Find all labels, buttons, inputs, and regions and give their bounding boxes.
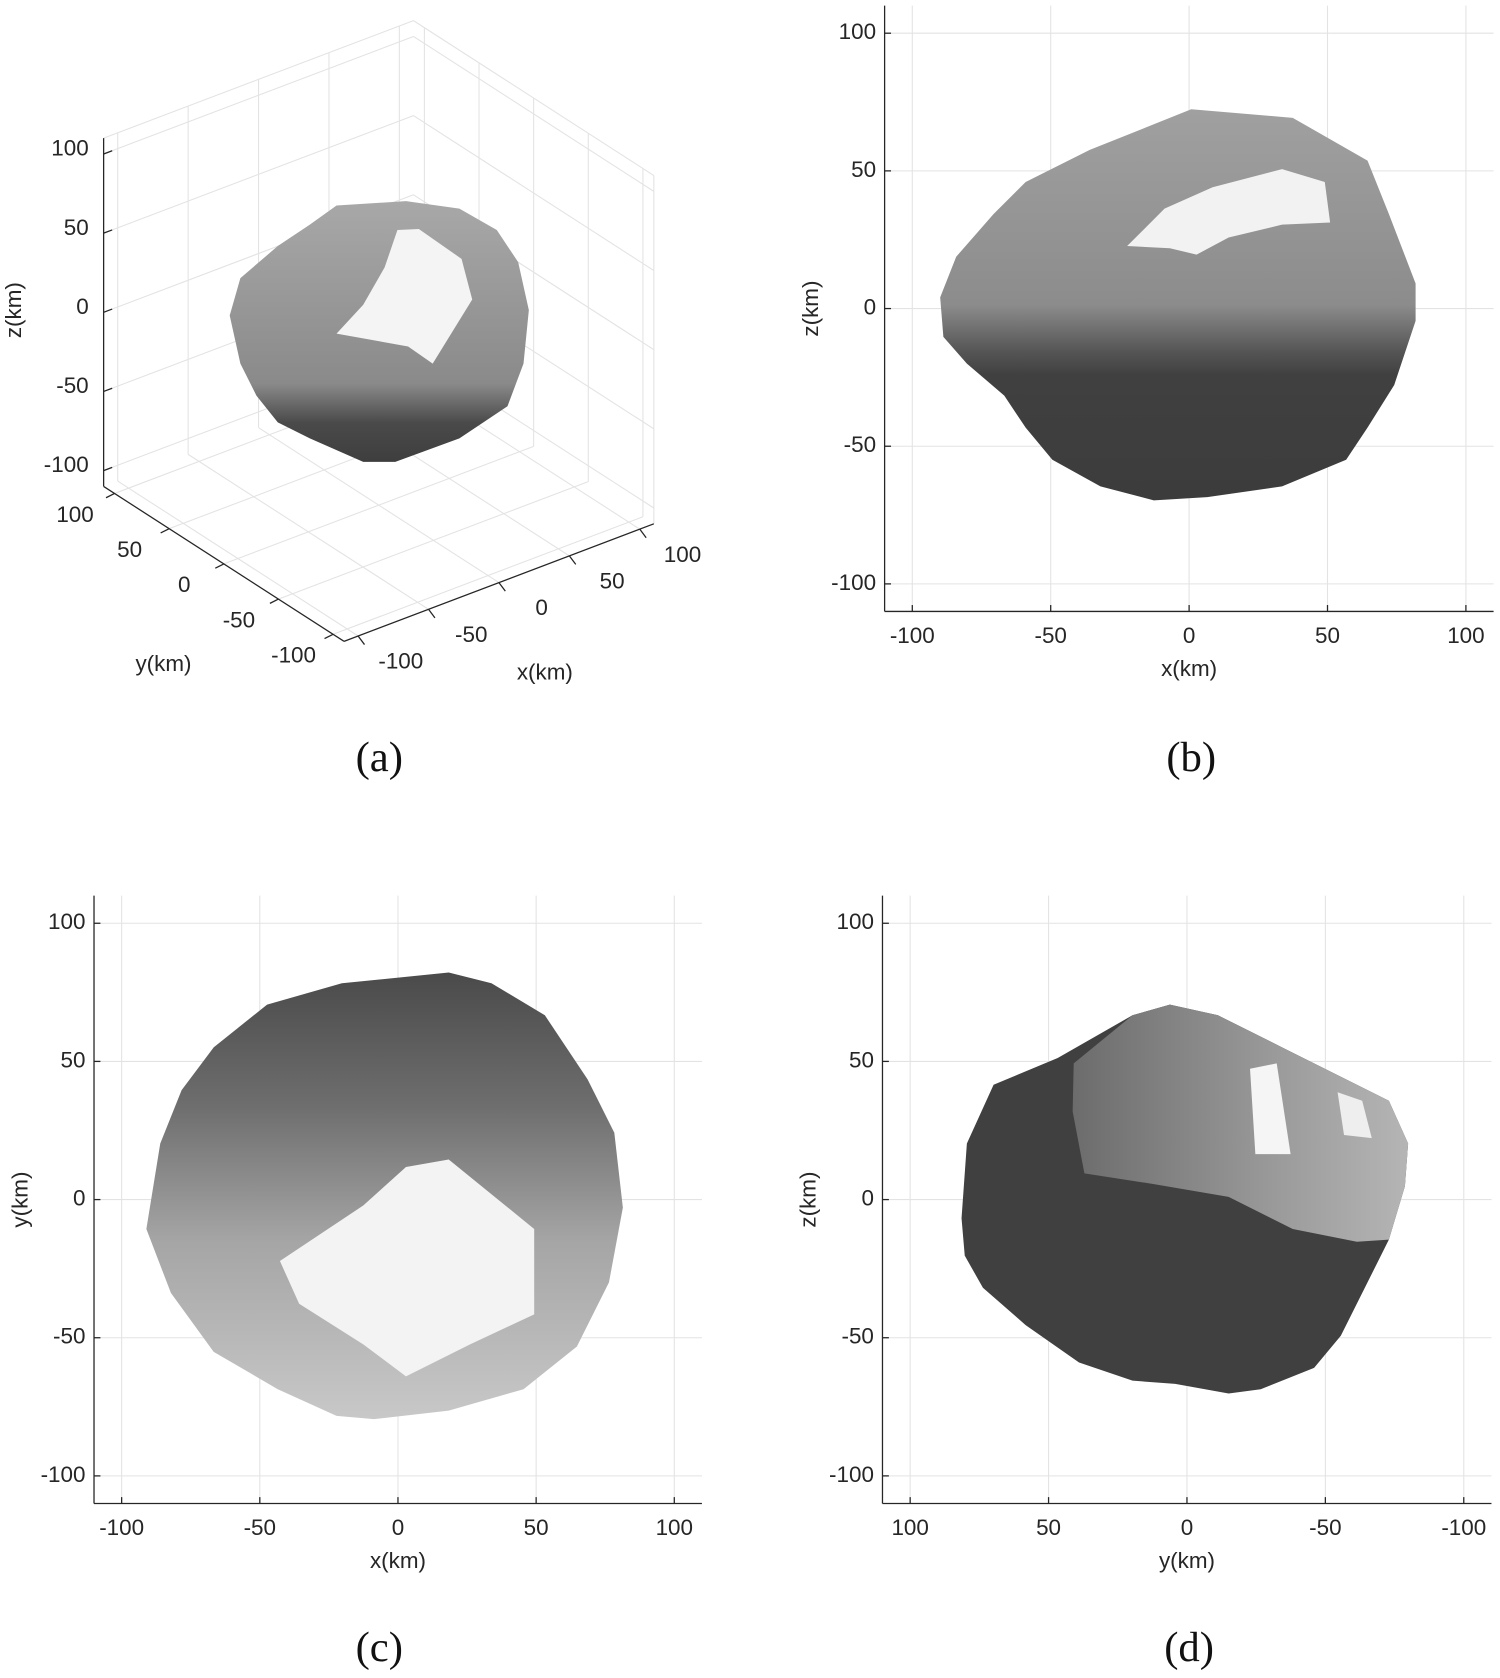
y-axis-label: z(km) — [798, 281, 823, 337]
x-axis-label: x(km) — [517, 659, 573, 684]
tick-mark — [214, 563, 225, 569]
panel-label: (c) — [356, 1624, 403, 1671]
y-tick-label: 50 — [117, 537, 142, 562]
x-tick-label: 100 — [664, 542, 701, 567]
highlight-d — [1337, 1092, 1372, 1139]
x-tick-label: -50 — [244, 1515, 276, 1540]
x-tick-label: -100 — [378, 649, 423, 674]
axes-layer: -100 -50 0 50 100 -100 -50 0 50 100 -100 -50 0 50 100 x… — [1, 5, 1494, 1671]
y-tick-label: 100 — [839, 19, 876, 44]
grid-line — [332, 516, 644, 635]
grid-line — [413, 115, 655, 271]
tick-mark — [103, 308, 113, 313]
grid-line — [103, 115, 414, 234]
x-tick-label: -100 — [890, 623, 935, 648]
shapes — [146, 109, 1416, 1420]
x-tick-label: 50 — [1036, 1515, 1061, 1540]
x-tick-label: -50 — [455, 622, 487, 647]
highlight-a — [336, 228, 473, 364]
y-axis-label: y(km) — [7, 1172, 32, 1228]
tick-mark — [357, 635, 366, 645]
x-axis-label: x(km) — [1161, 656, 1217, 681]
x-tick-label: 50 — [600, 569, 625, 594]
x-tick-label: -50 — [1034, 623, 1066, 648]
y-tick-label: -100 — [41, 1462, 86, 1487]
z-tick-label: 50 — [64, 215, 89, 240]
tick-mark — [568, 555, 577, 565]
y-tick-label: 50 — [851, 157, 876, 182]
y-tick-label: -50 — [844, 432, 876, 457]
highlight-c — [279, 1159, 535, 1377]
x-axis-line — [343, 523, 655, 642]
y-tick-label: 0 — [864, 294, 876, 319]
y-tick-label: -100 — [831, 570, 876, 595]
x-tick-label: 50 — [524, 1515, 549, 1540]
x-tick-label: 0 — [535, 595, 547, 620]
tick-mark — [103, 229, 113, 234]
y-tick-label: 100 — [48, 909, 85, 934]
z-tick-label: 0 — [76, 294, 88, 319]
box-edge — [103, 20, 414, 139]
x-axis-label: y(km) — [1159, 1548, 1215, 1573]
x-tick-label: 0 — [392, 1515, 404, 1540]
y-tick-label: 100 — [56, 502, 93, 527]
x-tick-label: 50 — [1315, 623, 1340, 648]
tick-mark — [269, 598, 279, 604]
y-tick-label: 0 — [861, 1185, 873, 1210]
y-tick-label: 100 — [837, 909, 874, 934]
tick-mark — [428, 608, 436, 619]
box-edge — [413, 20, 655, 176]
grid-line — [103, 35, 414, 155]
asteroid-b — [940, 109, 1416, 501]
y-axis-label: y(km) — [135, 651, 191, 676]
y-tick-label: -100 — [829, 1462, 874, 1487]
grid-line — [278, 481, 589, 600]
panel-label: (a) — [356, 734, 403, 781]
y-tick-label: 50 — [61, 1047, 86, 1072]
tick-mark — [160, 528, 170, 534]
y-tick-label: 50 — [849, 1047, 874, 1072]
highlight-b — [1127, 169, 1331, 255]
x-tick-label: 100 — [656, 1515, 693, 1540]
x-tick-label: -50 — [1309, 1515, 1341, 1540]
x-tick-label: 100 — [1447, 623, 1484, 648]
x-tick-label: -100 — [1441, 1515, 1486, 1540]
y-tick-label: -50 — [842, 1324, 874, 1349]
x-tick-label: 0 — [1183, 623, 1195, 648]
z-tick-label: -50 — [56, 373, 88, 398]
tick-mark — [103, 150, 113, 155]
y-axis-line — [103, 485, 345, 642]
tick-mark — [639, 528, 647, 539]
tick-mark — [103, 466, 113, 472]
y-tick-label: 0 — [73, 1185, 85, 1210]
y-tick-label: -50 — [53, 1324, 85, 1349]
y-axis-label: z(km) — [796, 1172, 821, 1228]
panel-label: (b) — [1166, 734, 1216, 781]
tick-mark — [105, 492, 115, 499]
tick-mark — [498, 582, 506, 592]
y-tick-label: -50 — [223, 607, 255, 632]
x-axis-label: x(km) — [370, 1548, 426, 1573]
tick-mark — [324, 633, 334, 640]
x-tick-label: 0 — [1181, 1515, 1193, 1540]
tick-mark — [103, 387, 113, 393]
grid-line — [223, 445, 534, 565]
x-tick-label: 100 — [891, 1515, 928, 1540]
y-tick-label: 0 — [178, 572, 190, 597]
y-tick-label: -100 — [271, 643, 316, 668]
highlight-d — [1250, 1063, 1291, 1155]
z-axis-label: z(km) — [1, 282, 26, 338]
z-tick-label: -100 — [44, 452, 89, 477]
light-face-d — [1072, 1004, 1409, 1242]
z-tick-label: 100 — [51, 136, 88, 161]
panel-label: (d) — [1164, 1624, 1214, 1671]
x-tick-label: -100 — [99, 1515, 144, 1540]
grid-line — [413, 36, 655, 192]
